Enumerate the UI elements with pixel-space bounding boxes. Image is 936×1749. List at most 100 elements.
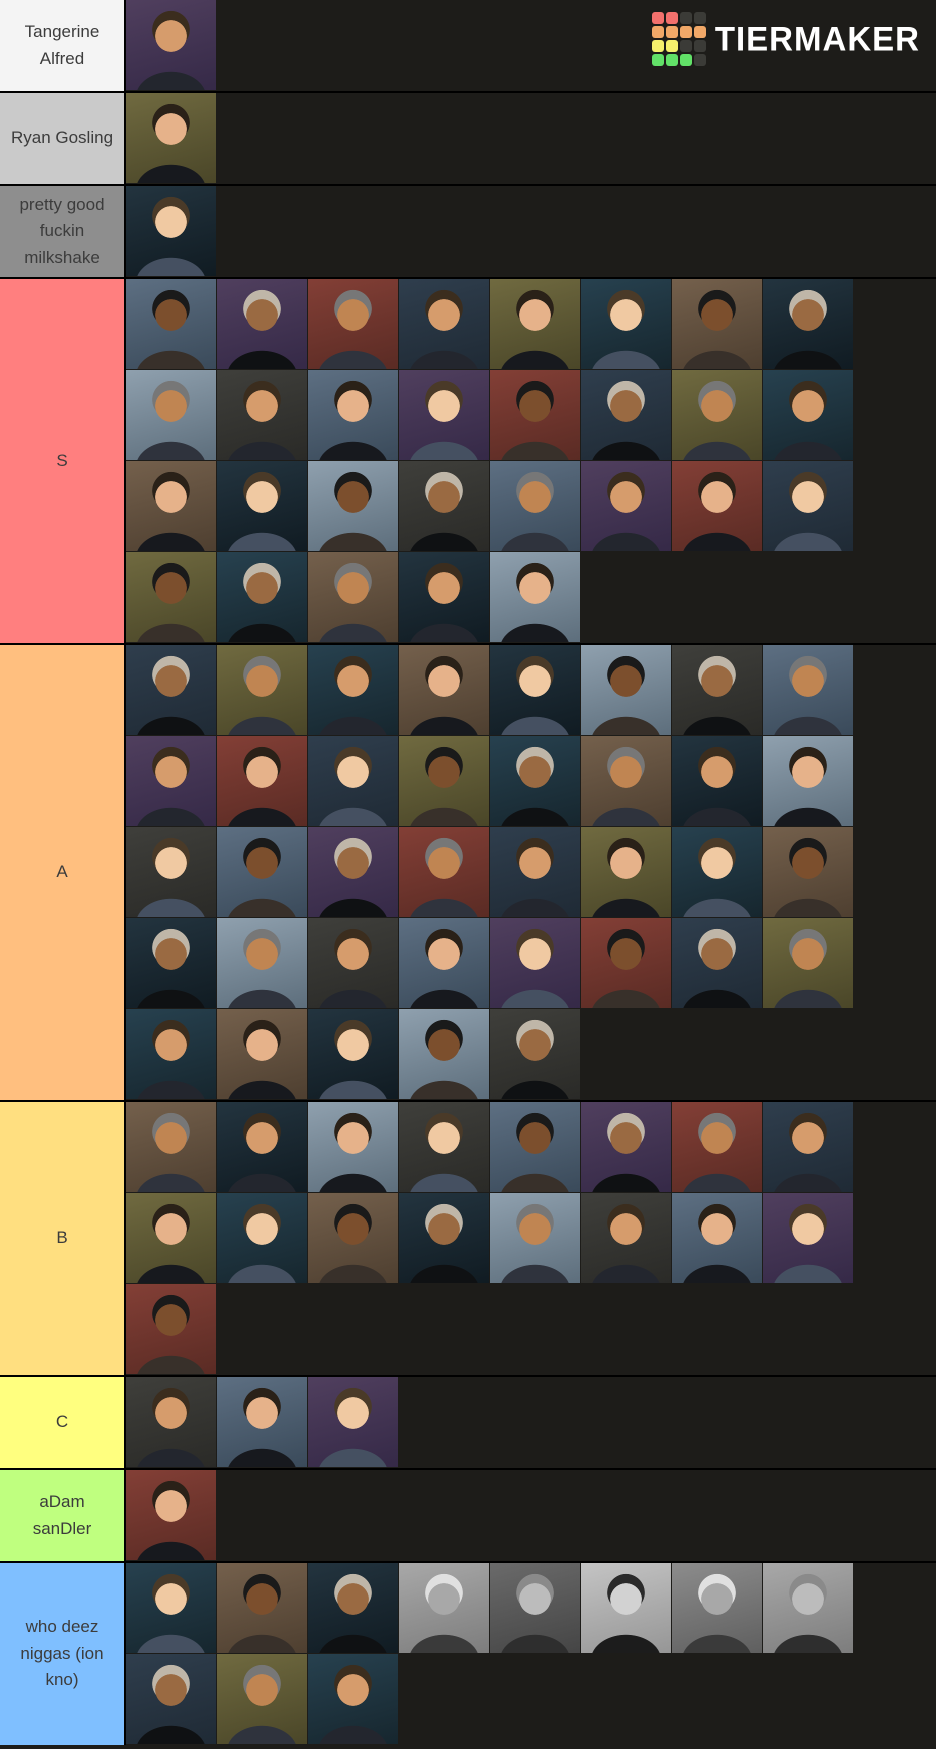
celebrity-photo[interactable] [672,461,762,551]
celebrity-photo[interactable] [399,552,489,642]
celebrity-photo[interactable] [581,827,671,917]
celebrity-photo[interactable] [217,279,307,369]
celebrity-photo[interactable] [308,645,398,735]
celebrity-photo[interactable] [308,279,398,369]
celebrity-photo[interactable] [217,645,307,735]
celebrity-photo[interactable] [490,279,580,369]
celebrity-photo[interactable] [308,552,398,642]
celebrity-photo[interactable] [672,918,762,1008]
celebrity-photo[interactable] [217,827,307,917]
celebrity-photo[interactable] [126,93,216,183]
celebrity-photo[interactable] [581,279,671,369]
celebrity-photo[interactable] [490,827,580,917]
celebrity-photo[interactable] [126,645,216,735]
celebrity-photo[interactable] [763,1193,853,1283]
celebrity-photo[interactable] [308,1009,398,1099]
celebrity-photo[interactable] [126,1377,216,1467]
celebrity-photo[interactable] [308,736,398,826]
celebrity-photo[interactable] [217,1193,307,1283]
celebrity-photo[interactable] [763,827,853,917]
celebrity-photo[interactable] [490,461,580,551]
celebrity-photo[interactable] [763,645,853,735]
celebrity-photo[interactable] [126,552,216,642]
celebrity-photo[interactable] [217,1102,307,1192]
celebrity-photo[interactable] [763,279,853,369]
celebrity-photo[interactable] [308,1193,398,1283]
celebrity-photo[interactable] [126,0,216,90]
celebrity-photo[interactable] [217,1654,307,1744]
celebrity-photo[interactable] [308,1563,398,1653]
celebrity-photo[interactable] [126,1009,216,1099]
celebrity-photo[interactable] [126,1193,216,1283]
celebrity-photo[interactable] [672,1102,762,1192]
celebrity-photo[interactable] [399,279,489,369]
celebrity-photo[interactable] [581,1563,671,1653]
celebrity-photo[interactable] [399,1009,489,1099]
celebrity-photo[interactable] [672,645,762,735]
celebrity-photo[interactable] [399,1563,489,1653]
celebrity-photo[interactable] [672,1193,762,1283]
celebrity-photo[interactable] [672,1563,762,1653]
celebrity-photo[interactable] [126,1654,216,1744]
celebrity-photo[interactable] [217,1377,307,1467]
celebrity-photo[interactable] [399,370,489,460]
celebrity-photo[interactable] [763,1563,853,1653]
celebrity-photo[interactable] [308,1377,398,1467]
celebrity-photo[interactable] [581,1102,671,1192]
celebrity-photo[interactable] [399,736,489,826]
celebrity-photo[interactable] [217,1009,307,1099]
celebrity-photo[interactable] [763,461,853,551]
celebrity-photo[interactable] [308,827,398,917]
celebrity-photo[interactable] [217,1563,307,1653]
celebrity-photo[interactable] [763,1102,853,1192]
celebrity-photo[interactable] [490,1563,580,1653]
celebrity-photo[interactable] [399,918,489,1008]
celebrity-photo[interactable] [217,370,307,460]
celebrity-photo[interactable] [490,1009,580,1099]
celebrity-photo[interactable] [399,1193,489,1283]
celebrity-photo[interactable] [126,1470,216,1560]
celebrity-photo[interactable] [763,736,853,826]
celebrity-photo[interactable] [672,827,762,917]
celebrity-photo[interactable] [126,827,216,917]
celebrity-photo[interactable] [217,918,307,1008]
celebrity-photo[interactable] [672,736,762,826]
celebrity-photo[interactable] [581,1193,671,1283]
celebrity-photo[interactable] [490,645,580,735]
celebrity-photo[interactable] [126,370,216,460]
celebrity-photo[interactable] [490,1193,580,1283]
celebrity-photo[interactable] [126,1563,216,1653]
celebrity-photo[interactable] [672,370,762,460]
celebrity-photo[interactable] [308,370,398,460]
celebrity-photo[interactable] [490,1102,580,1192]
celebrity-photo[interactable] [490,552,580,642]
celebrity-photo[interactable] [672,279,762,369]
celebrity-photo[interactable] [581,918,671,1008]
celebrity-photo[interactable] [581,461,671,551]
celebrity-photo[interactable] [126,1102,216,1192]
celebrity-photo[interactable] [126,186,216,276]
celebrity-photo[interactable] [126,736,216,826]
celebrity-photo[interactable] [217,461,307,551]
celebrity-photo[interactable] [763,370,853,460]
celebrity-photo[interactable] [308,1654,398,1744]
celebrity-photo[interactable] [308,1102,398,1192]
celebrity-photo[interactable] [308,918,398,1008]
celebrity-photo[interactable] [581,736,671,826]
celebrity-photo[interactable] [399,1102,489,1192]
celebrity-photo[interactable] [399,461,489,551]
celebrity-photo[interactable] [126,1284,216,1374]
celebrity-photo[interactable] [217,552,307,642]
celebrity-photo[interactable] [399,645,489,735]
celebrity-photo[interactable] [217,736,307,826]
celebrity-photo[interactable] [581,370,671,460]
celebrity-photo[interactable] [126,461,216,551]
celebrity-photo[interactable] [763,918,853,1008]
celebrity-photo[interactable] [490,736,580,826]
celebrity-photo[interactable] [308,461,398,551]
celebrity-photo[interactable] [490,918,580,1008]
celebrity-photo[interactable] [581,645,671,735]
celebrity-photo[interactable] [490,370,580,460]
celebrity-photo[interactable] [399,827,489,917]
celebrity-photo[interactable] [126,279,216,369]
